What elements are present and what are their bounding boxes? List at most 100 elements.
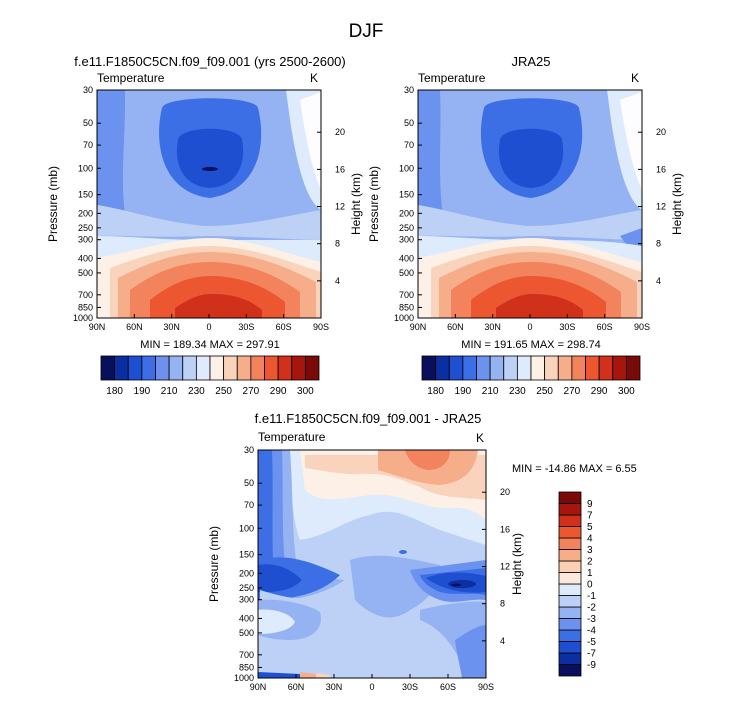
colorbar-label: 4 (587, 534, 593, 545)
colorbar-label: 270 (243, 386, 260, 397)
colorbar-swatch (516, 355, 532, 381)
panel-model: f.e11.F1850C5CN.f09_f09.001 (yrs 2500-26… (46, 54, 363, 397)
x-tick-label: 90N (89, 322, 106, 332)
colorbar-label: -9 (587, 660, 596, 671)
colorbar-swatch (612, 355, 627, 381)
contour-field (258, 450, 486, 678)
axes: 90N 60N 30N 0 30S 60S 90S 30 50 70 100 150 200 250 300… (73, 85, 345, 332)
colorbar-label: -5 (587, 637, 596, 648)
y-tick-label: 1000 (234, 673, 254, 683)
colorbar-swatch (114, 355, 129, 381)
colorbar-label: -3 (587, 614, 596, 625)
min-max-stats: MIN = 189.34 MAX = 297.91 (140, 339, 279, 351)
colorbar-label: 9 (587, 499, 593, 510)
colorbar-swatch (558, 560, 582, 573)
x-tick-label: 90S (313, 322, 329, 332)
y-right-tick-label: 8 (500, 599, 505, 609)
colorbar-label: 0 (587, 580, 593, 591)
x-tick-label: 60N (447, 322, 464, 332)
x-tick-label: 90S (478, 682, 494, 692)
colorbar-label: 180 (427, 386, 444, 397)
colorbar-label: 5 (587, 522, 593, 533)
colorbar-swatch (236, 355, 252, 381)
figure-title: DJF (349, 21, 384, 42)
panel-title: f.e11.F1850C5CN.f09_f09.001 - JRA25 (255, 411, 482, 426)
colorbar-swatch (558, 641, 582, 654)
colorbar-swatch (558, 664, 582, 677)
panel-units-label: K (631, 71, 639, 85)
colorbar-swatch (558, 595, 582, 608)
colorbar-label: 210 (161, 386, 178, 397)
y-tick-label: 100 (78, 163, 93, 173)
y-tick-label: 300 (239, 595, 254, 605)
colorbar-swatch (558, 618, 582, 631)
x-tick-label: 30S (238, 322, 254, 332)
y-tick-label: 100 (239, 523, 254, 533)
x-tick-label: 90N (250, 682, 267, 692)
colorbar-swatch (209, 355, 225, 381)
colorbar-label: 2 (587, 557, 593, 568)
colorbar-swatch (462, 355, 477, 381)
x-tick-label: 0 (206, 322, 211, 332)
y-axis-label: Pressure (mb) (207, 526, 221, 602)
y-tick-label: 850 (239, 662, 254, 672)
y-tick-label: 30 (244, 445, 254, 455)
panel-title: f.e11.F1850C5CN.f09_f09.001 (yrs 2500-26… (74, 54, 345, 69)
y-tick-label: 700 (78, 290, 93, 300)
x-tick-label: 60S (597, 322, 613, 332)
x-tick-label: 60S (276, 322, 292, 332)
y-tick-label: 300 (78, 235, 93, 245)
colorbar-swatch (277, 355, 293, 381)
y-axis-right-label: Height (km) (349, 173, 363, 235)
colorbar-label: -7 (587, 649, 596, 660)
y-tick-label: 700 (399, 290, 414, 300)
colorbar-swatch (625, 355, 641, 381)
y-right-tick-label: 16 (500, 524, 510, 534)
y-right-tick-label: 16 (335, 164, 345, 174)
x-tick-label: 60S (440, 682, 456, 692)
panel-variable-label: Temperature (418, 71, 486, 85)
colorbar-label: 270 (564, 386, 581, 397)
y-tick-label: 50 (83, 118, 93, 128)
y-tick-label: 200 (239, 568, 254, 578)
colorbar-swatch (558, 583, 582, 596)
y-tick-label: 70 (404, 140, 414, 150)
y-right-tick-label: 4 (335, 276, 340, 286)
y-tick-label: 850 (78, 302, 93, 312)
colorbar-swatch (127, 355, 143, 381)
colorbar-swatch (223, 355, 238, 381)
x-tick-label: 30S (559, 322, 575, 332)
y-tick-label: 70 (83, 140, 93, 150)
colorbar-label: 210 (482, 386, 499, 397)
colorbar-label: 230 (188, 386, 205, 397)
colorbar-label: 250 (215, 386, 232, 397)
y-right-tick-label: 12 (656, 202, 666, 212)
y-tick-label: 30 (404, 85, 414, 95)
colorbar-label: 7 (587, 511, 593, 522)
y-tick-label: 150 (78, 190, 93, 200)
colorbar-label: -1 (587, 591, 596, 602)
colorbar-label: 290 (591, 386, 608, 397)
y-right-tick-label: 4 (656, 276, 661, 286)
contour-field (418, 90, 642, 318)
y-tick-label: 50 (244, 478, 254, 488)
colorbar-swatch (558, 572, 582, 585)
colorbar-label: -2 (587, 603, 596, 614)
colorbar-swatch (558, 537, 582, 550)
y-axis-right-label: Height (km) (510, 533, 524, 595)
y-right-tick-label: 12 (335, 202, 345, 212)
colorbar: 180 190 210 230 250 270 290 300 (100, 355, 320, 397)
y-tick-label: 250 (399, 223, 414, 233)
colorbar-swatch (558, 526, 582, 539)
y-right-tick-label: 8 (335, 239, 340, 249)
y-right-tick-label: 12 (500, 562, 510, 572)
x-tick-label: 0 (369, 682, 374, 692)
colorbar-swatch (489, 355, 505, 381)
colorbar-label: 230 (509, 386, 526, 397)
y-tick-label: 400 (78, 253, 93, 263)
y-tick-label: 400 (399, 253, 414, 263)
y-tick-label: 70 (244, 500, 254, 510)
colorbar-swatch (304, 355, 320, 381)
